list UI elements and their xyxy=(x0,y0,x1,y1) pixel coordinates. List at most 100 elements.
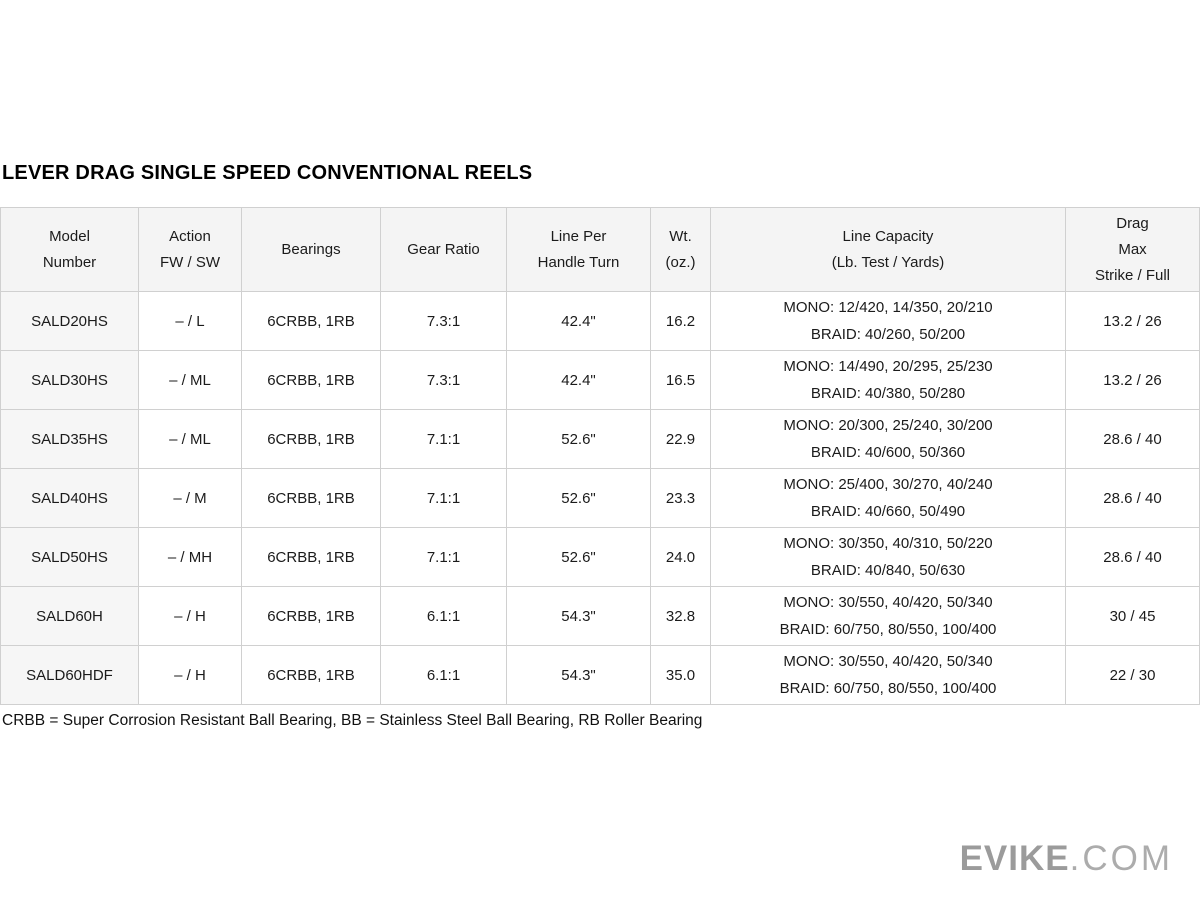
line-capacity-cell: MONO: 30/350, 40/310, 50/220 BRAID: 40/8… xyxy=(710,527,1066,587)
model-number-cell: SALD60H xyxy=(0,586,139,646)
line-per-turn-cell: 52.6" xyxy=(506,527,651,587)
action-cell: – / H xyxy=(138,645,242,705)
bearings-cell: 6CRBB, 1RB xyxy=(241,409,381,469)
mono-capacity: MONO: 30/550, 40/420, 50/340 xyxy=(783,653,993,670)
page-title: LEVER DRAG SINGLE SPEED CONVENTIONAL REE… xyxy=(2,162,533,184)
col-header-action: Action FW / SW xyxy=(138,207,242,292)
col-header-line-capacity: Line Capacity (Lb. Test / Yards) xyxy=(710,207,1066,292)
header-line: Max xyxy=(1118,240,1147,258)
weight-cell: 24.0 xyxy=(650,527,711,587)
mono-capacity: MONO: 14/490, 20/295, 25/230 xyxy=(783,358,993,375)
drag-cell: 22 / 30 xyxy=(1065,645,1200,705)
header-line: Line Capacity xyxy=(842,227,934,245)
col-header-bearings: Bearings xyxy=(241,207,381,292)
line-capacity-cell: MONO: 30/550, 40/420, 50/340 BRAID: 60/7… xyxy=(710,586,1066,646)
bearings-cell: 6CRBB, 1RB xyxy=(241,527,381,587)
header-line: Drag xyxy=(1116,214,1149,232)
bearings-cell: 6CRBB, 1RB xyxy=(241,291,381,351)
table-row: SALD20HS – / L 6CRBB, 1RB 7.3:1 42.4" 16… xyxy=(0,291,1200,351)
braid-capacity: BRAID: 40/600, 50/360 xyxy=(810,444,966,461)
header-line: Number xyxy=(42,253,97,271)
model-number-cell: SALD35HS xyxy=(0,409,139,469)
drag-cell: 28.6 / 40 xyxy=(1065,527,1200,587)
drag-cell: 28.6 / 40 xyxy=(1065,468,1200,528)
header-line: FW / SW xyxy=(160,253,220,271)
spec-table: Model Number Action FW / SW Bearings Gea… xyxy=(0,207,1200,705)
mono-capacity: MONO: 20/300, 25/240, 30/200 xyxy=(783,417,993,434)
col-header-model-number: Model Number xyxy=(0,207,139,292)
model-number-cell: SALD30HS xyxy=(0,350,139,410)
table-row: SALD35HS – / ML 6CRBB, 1RB 7.1:1 52.6" 2… xyxy=(0,409,1200,469)
bearings-cell: 6CRBB, 1RB xyxy=(241,586,381,646)
braid-capacity: BRAID: 40/840, 50/630 xyxy=(810,562,966,579)
line-capacity-cell: MONO: 12/420, 14/350, 20/210 BRAID: 40/2… xyxy=(710,291,1066,351)
table-row: SALD40HS – / M 6CRBB, 1RB 7.1:1 52.6" 23… xyxy=(0,468,1200,528)
header-line: Action xyxy=(169,227,211,245)
col-header-drag: Drag Max Strike / Full xyxy=(1065,207,1200,292)
line-capacity-cell: MONO: 14/490, 20/295, 25/230 BRAID: 40/3… xyxy=(710,350,1066,410)
logo-com-text: .COM xyxy=(1069,839,1173,878)
header-line: Bearings xyxy=(281,240,341,258)
action-cell: – / L xyxy=(138,291,242,351)
weight-cell: 32.8 xyxy=(650,586,711,646)
bearings-cell: 6CRBB, 1RB xyxy=(241,645,381,705)
col-header-line-per-turn: Line Per Handle Turn xyxy=(506,207,651,292)
gear-ratio-cell: 7.3:1 xyxy=(380,291,507,351)
gear-ratio-cell: 7.1:1 xyxy=(380,468,507,528)
drag-cell: 28.6 / 40 xyxy=(1065,409,1200,469)
evike-logo: EVIKE.COM xyxy=(960,840,1173,878)
line-per-turn-cell: 42.4" xyxy=(506,350,651,410)
header-line: Gear Ratio xyxy=(407,240,480,258)
gear-ratio-cell: 6.1:1 xyxy=(380,645,507,705)
header-line: Wt. xyxy=(669,227,692,245)
table-row: SALD30HS – / ML 6CRBB, 1RB 7.3:1 42.4" 1… xyxy=(0,350,1200,410)
weight-cell: 23.3 xyxy=(650,468,711,528)
mono-capacity: MONO: 12/420, 14/350, 20/210 xyxy=(783,299,993,316)
action-cell: – / MH xyxy=(138,527,242,587)
braid-capacity: BRAID: 60/750, 80/550, 100/400 xyxy=(779,680,997,697)
line-per-turn-cell: 54.3" xyxy=(506,645,651,705)
model-number-cell: SALD60HDF xyxy=(0,645,139,705)
col-header-weight: Wt. (oz.) xyxy=(650,207,711,292)
braid-capacity: BRAID: 40/380, 50/280 xyxy=(810,385,966,402)
table-row: SALD60H – / H 6CRBB, 1RB 6.1:1 54.3" 32.… xyxy=(0,586,1200,646)
model-number-cell: SALD50HS xyxy=(0,527,139,587)
line-per-turn-cell: 52.6" xyxy=(506,409,651,469)
gear-ratio-cell: 7.3:1 xyxy=(380,350,507,410)
weight-cell: 16.2 xyxy=(650,291,711,351)
action-cell: – / ML xyxy=(138,409,242,469)
drag-cell: 30 / 45 xyxy=(1065,586,1200,646)
line-capacity-cell: MONO: 20/300, 25/240, 30/200 BRAID: 40/6… xyxy=(710,409,1066,469)
braid-capacity: BRAID: 60/750, 80/550, 100/400 xyxy=(779,621,997,638)
gear-ratio-cell: 7.1:1 xyxy=(380,527,507,587)
table-row: SALD50HS – / MH 6CRBB, 1RB 7.1:1 52.6" 2… xyxy=(0,527,1200,587)
header-line: Line Per xyxy=(550,227,607,245)
action-cell: – / H xyxy=(138,586,242,646)
logo-evike-text: EVIKE xyxy=(959,839,1070,878)
header-line: Handle Turn xyxy=(537,253,620,271)
action-cell: – / M xyxy=(138,468,242,528)
drag-cell: 13.2 / 26 xyxy=(1065,291,1200,351)
model-number-cell: SALD20HS xyxy=(0,291,139,351)
line-per-turn-cell: 52.6" xyxy=(506,468,651,528)
weight-cell: 22.9 xyxy=(650,409,711,469)
line-capacity-cell: MONO: 25/400, 30/270, 40/240 BRAID: 40/6… xyxy=(710,468,1066,528)
header-line: Strike / Full xyxy=(1094,266,1170,284)
col-header-gear-ratio: Gear Ratio xyxy=(380,207,507,292)
header-line: (oz.) xyxy=(665,253,696,271)
header-line: (Lb. Test / Yards) xyxy=(831,253,945,271)
gear-ratio-cell: 6.1:1 xyxy=(380,586,507,646)
mono-capacity: MONO: 30/350, 40/310, 50/220 xyxy=(783,535,993,552)
braid-capacity: BRAID: 40/260, 50/200 xyxy=(810,326,966,343)
weight-cell: 16.5 xyxy=(650,350,711,410)
weight-cell: 35.0 xyxy=(650,645,711,705)
bearings-cell: 6CRBB, 1RB xyxy=(241,468,381,528)
table-row: SALD60HDF – / H 6CRBB, 1RB 6.1:1 54.3" 3… xyxy=(0,645,1200,705)
line-capacity-cell: MONO: 30/550, 40/420, 50/340 BRAID: 60/7… xyxy=(710,645,1066,705)
drag-cell: 13.2 / 26 xyxy=(1065,350,1200,410)
gear-ratio-cell: 7.1:1 xyxy=(380,409,507,469)
line-per-turn-cell: 42.4" xyxy=(506,291,651,351)
bearings-cell: 6CRBB, 1RB xyxy=(241,350,381,410)
mono-capacity: MONO: 30/550, 40/420, 50/340 xyxy=(783,594,993,611)
model-number-cell: SALD40HS xyxy=(0,468,139,528)
